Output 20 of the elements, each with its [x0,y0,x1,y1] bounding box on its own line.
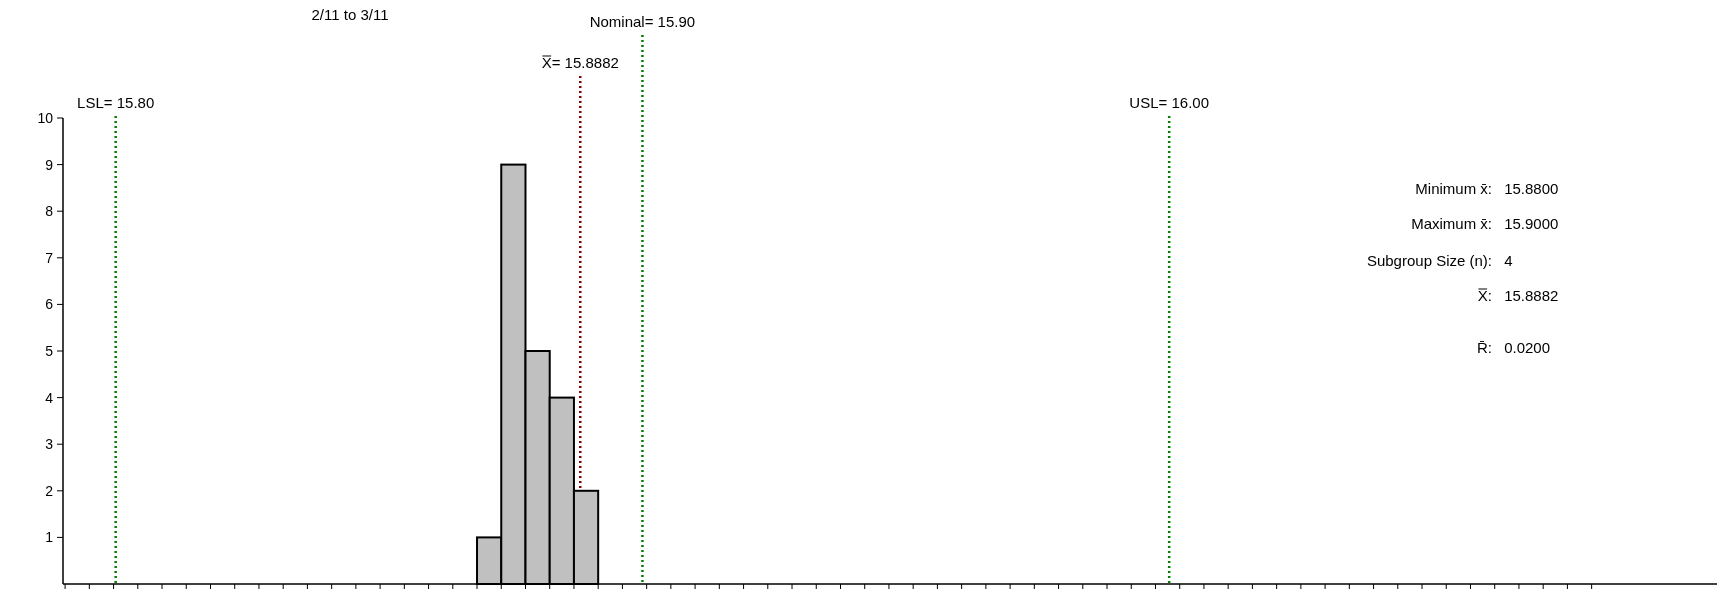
annotation: Minimum x̄: 15.8800 [1415,180,1559,197]
y-tick-label: 8 [45,203,54,220]
annotation: X̿: 15.8882 [1477,287,1559,304]
y-tick-label: 7 [45,249,54,266]
annotation: Maximum x̄: 15.9000 [1411,215,1559,232]
y-tick-label: 5 [45,343,54,359]
y-tick-label: 10 [37,110,54,126]
chart-title: 2/11 to 3/11 [311,6,389,23]
y-tick-label: 9 [45,156,54,173]
annotation: R̄: 0.0200 [1477,339,1551,356]
ref-line-label: X̿= 15.8882 [541,54,619,71]
ref-line-label: LSL= 15.80 [77,94,155,111]
annotation: Subgroup Size (n): 4 [1366,252,1513,269]
y-tick-label: 4 [45,389,54,406]
y-tick-label: 3 [45,436,54,453]
ref-line-label: USL= 16.00 [1129,94,1210,111]
ref-line-label: Nominal= 15.90 [589,13,696,30]
y-tick-label: 2 [45,482,54,499]
y-tick-label: 6 [45,296,54,313]
y-tick-label: 1 [45,529,54,546]
